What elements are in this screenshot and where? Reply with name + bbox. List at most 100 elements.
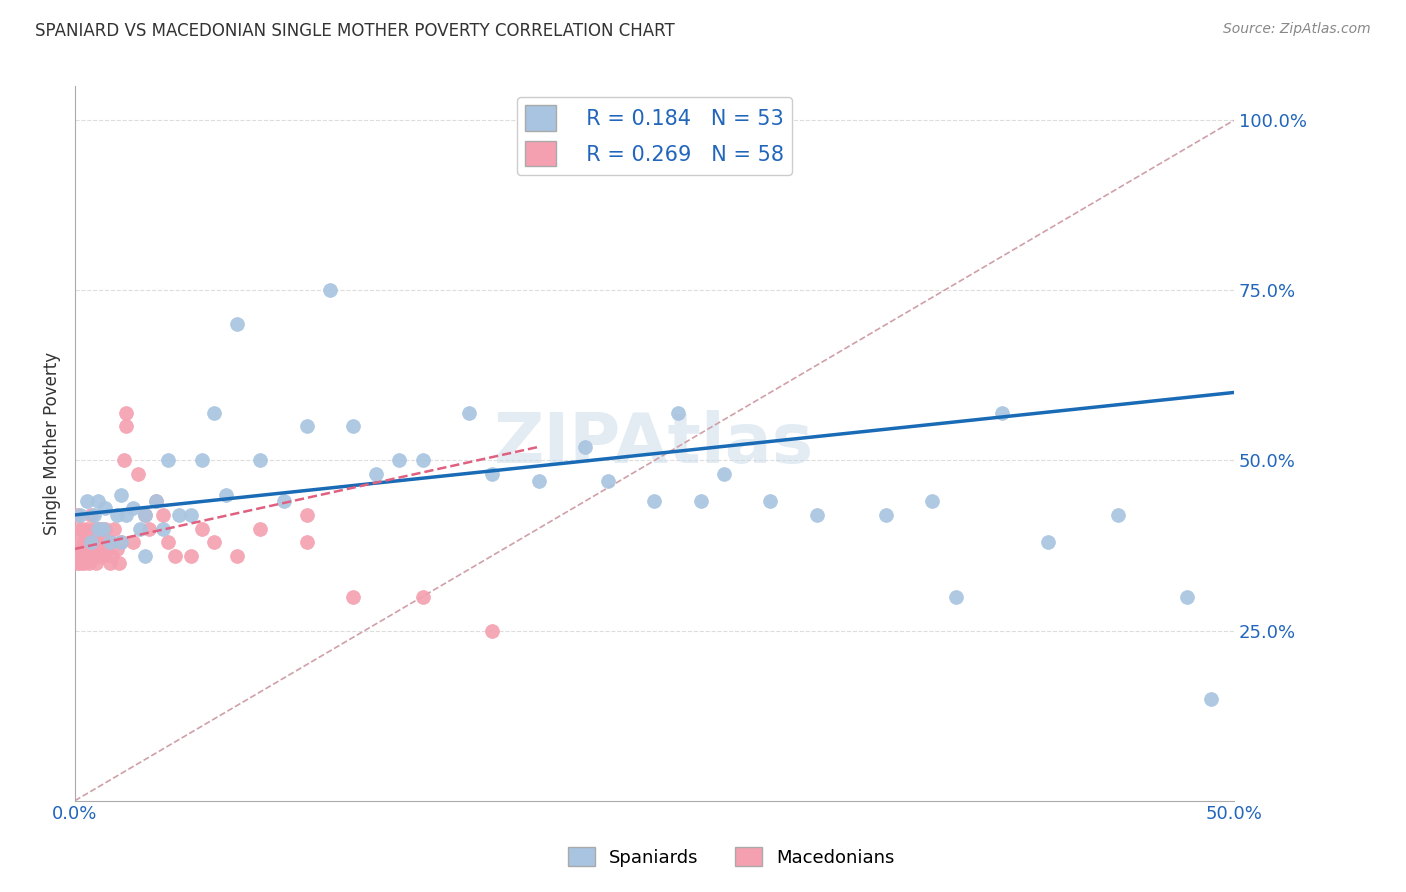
Point — [98, 535, 121, 549]
Point — [91, 522, 114, 536]
Point — [91, 535, 114, 549]
Point — [156, 453, 179, 467]
Point — [115, 508, 138, 522]
Point — [319, 284, 342, 298]
Point — [596, 474, 619, 488]
Point — [145, 494, 167, 508]
Point — [1177, 590, 1199, 604]
Point — [180, 549, 202, 563]
Point — [98, 556, 121, 570]
Point — [249, 453, 271, 467]
Point — [77, 556, 100, 570]
Point — [87, 549, 110, 563]
Point — [94, 501, 117, 516]
Point — [643, 494, 665, 508]
Point — [69, 522, 91, 536]
Point — [69, 556, 91, 570]
Point — [152, 522, 174, 536]
Point — [412, 453, 434, 467]
Point — [191, 522, 214, 536]
Point — [202, 406, 225, 420]
Point — [806, 508, 828, 522]
Point — [122, 501, 145, 516]
Point — [105, 541, 128, 556]
Point — [66, 508, 89, 522]
Point — [214, 487, 236, 501]
Point — [80, 535, 103, 549]
Point — [83, 508, 105, 522]
Point — [191, 453, 214, 467]
Point — [295, 508, 318, 522]
Point — [83, 549, 105, 563]
Point — [138, 522, 160, 536]
Point — [94, 522, 117, 536]
Point — [66, 535, 89, 549]
Point — [87, 535, 110, 549]
Point — [115, 419, 138, 434]
Point — [273, 494, 295, 508]
Point — [574, 440, 596, 454]
Point — [83, 522, 105, 536]
Point — [295, 535, 318, 549]
Point — [89, 541, 111, 556]
Point — [134, 549, 156, 563]
Legend:   R = 0.184   N = 53,   R = 0.269   N = 58: R = 0.184 N = 53, R = 0.269 N = 58 — [516, 96, 792, 175]
Point — [129, 522, 152, 536]
Point — [112, 453, 135, 467]
Point — [412, 590, 434, 604]
Point — [366, 467, 388, 482]
Point — [110, 535, 132, 549]
Point — [134, 508, 156, 522]
Point — [527, 474, 550, 488]
Point — [991, 406, 1014, 420]
Point — [875, 508, 897, 522]
Point — [202, 535, 225, 549]
Point — [689, 494, 711, 508]
Point — [169, 508, 191, 522]
Point — [66, 556, 89, 570]
Point — [103, 522, 125, 536]
Point — [226, 549, 249, 563]
Point — [73, 535, 96, 549]
Point — [96, 541, 118, 556]
Point — [101, 549, 124, 563]
Point — [87, 494, 110, 508]
Point — [342, 590, 364, 604]
Point — [70, 549, 93, 563]
Point — [1038, 535, 1060, 549]
Point — [73, 556, 96, 570]
Point — [163, 549, 186, 563]
Point — [388, 453, 411, 467]
Point — [69, 508, 91, 522]
Point — [713, 467, 735, 482]
Point — [134, 508, 156, 522]
Point — [108, 556, 131, 570]
Point — [91, 549, 114, 563]
Point — [110, 535, 132, 549]
Point — [89, 522, 111, 536]
Point — [180, 508, 202, 522]
Point — [76, 494, 98, 508]
Point — [1199, 691, 1222, 706]
Point — [127, 467, 149, 482]
Point — [84, 556, 107, 570]
Legend: Spaniards, Macedonians: Spaniards, Macedonians — [561, 840, 901, 874]
Point — [945, 590, 967, 604]
Text: SPANIARD VS MACEDONIAN SINGLE MOTHER POVERTY CORRELATION CHART: SPANIARD VS MACEDONIAN SINGLE MOTHER POV… — [35, 22, 675, 40]
Point — [70, 522, 93, 536]
Point — [105, 508, 128, 522]
Point — [87, 522, 110, 536]
Point — [458, 406, 481, 420]
Text: Source: ZipAtlas.com: Source: ZipAtlas.com — [1223, 22, 1371, 37]
Point — [759, 494, 782, 508]
Point — [152, 508, 174, 522]
Point — [76, 535, 98, 549]
Point — [80, 508, 103, 522]
Point — [295, 419, 318, 434]
Point — [87, 522, 110, 536]
Point — [115, 406, 138, 420]
Point — [80, 535, 103, 549]
Point — [70, 541, 93, 556]
Point — [98, 535, 121, 549]
Point — [76, 522, 98, 536]
